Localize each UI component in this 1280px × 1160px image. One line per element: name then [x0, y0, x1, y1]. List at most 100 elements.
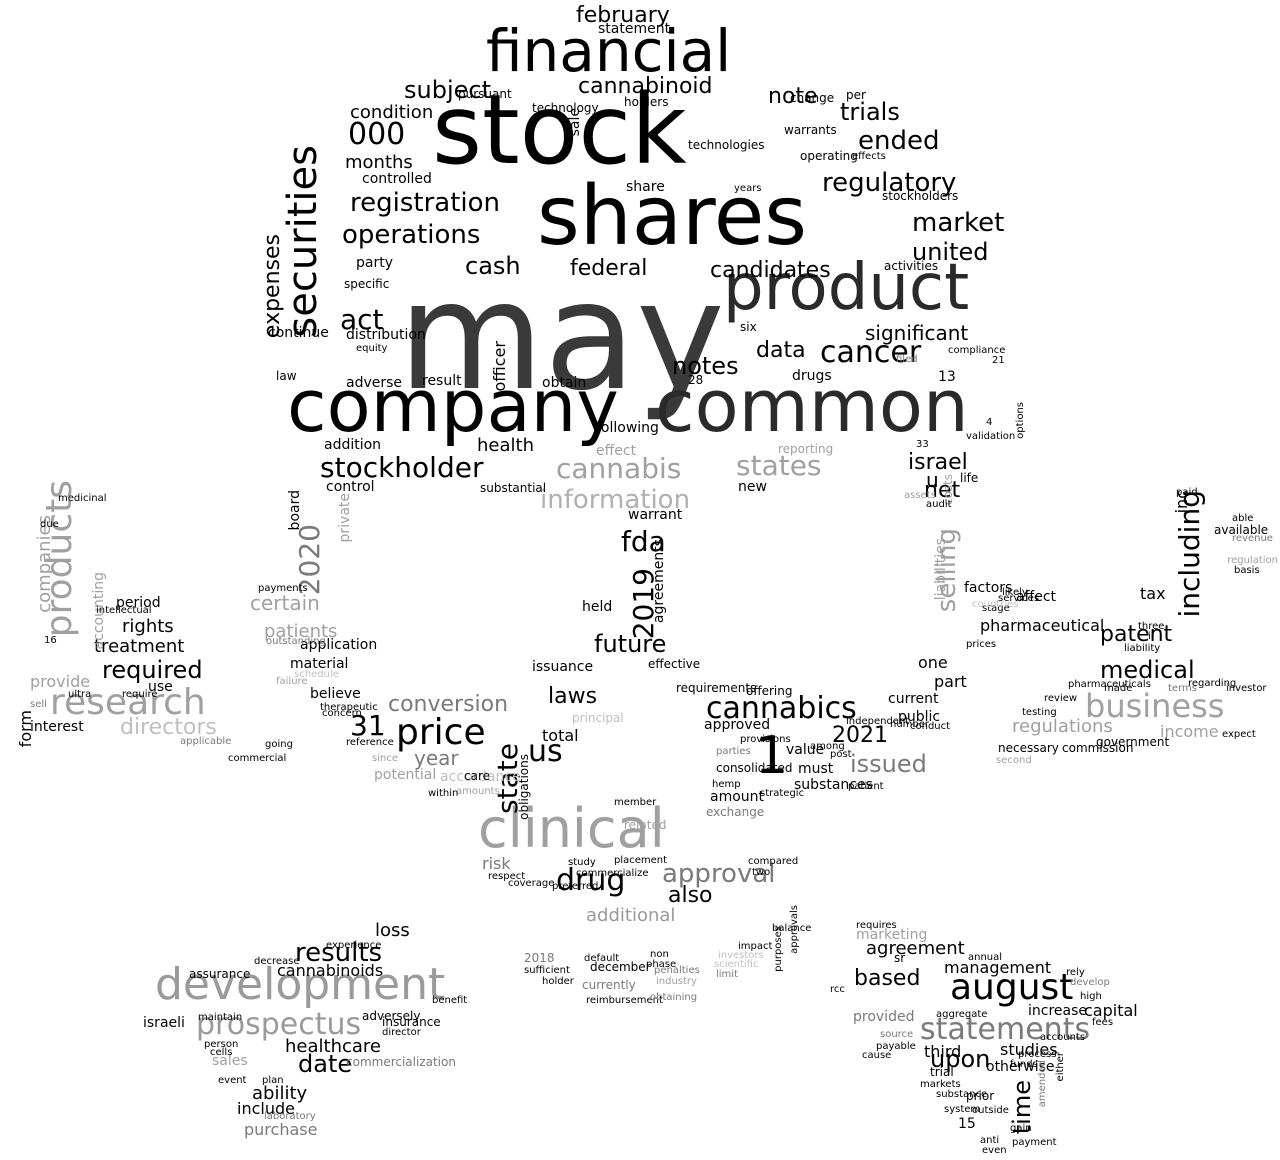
cloud-word: parties [716, 746, 751, 757]
cloud-word: plan [262, 1075, 284, 1086]
cloud-word: scientific [714, 959, 759, 970]
cloud-word: applicable [180, 736, 232, 747]
cloud-word: addition [324, 437, 382, 453]
cloud-word: future [594, 630, 667, 658]
cloud-word: patent [1100, 622, 1173, 647]
cloud-word: may [398, 250, 725, 424]
cloud-word: liabilities [933, 538, 949, 601]
cloud-word: control [326, 479, 375, 495]
cloud-word: balance [772, 923, 812, 934]
cloud-word: person [204, 1039, 239, 1050]
cloud-word: use [148, 679, 173, 695]
cloud-word: 2021 [832, 723, 888, 748]
cloud-word: due [40, 519, 59, 530]
cloud-word: prices [966, 639, 997, 650]
cloud-word: party [356, 255, 393, 271]
cloud-word: healthcare [285, 1036, 381, 1057]
cloud-word: validation [966, 431, 1016, 442]
cloud-word: study [568, 857, 596, 868]
cloud-word: adverse [346, 375, 403, 391]
cloud-word: respect [488, 871, 526, 882]
cloud-word: prospectus [196, 1007, 362, 1042]
cloud-word: conversion [388, 692, 509, 717]
cloud-word: act [340, 303, 384, 336]
cloud-word: price [396, 712, 486, 753]
cloud-word: annual [968, 952, 1003, 963]
cloud-word: provide [30, 672, 91, 691]
cloud-word: tax [1140, 584, 1166, 603]
cloud-word: distribution [346, 327, 426, 343]
cloud-word: consolidated [716, 761, 793, 775]
cloud-word: testing [1022, 707, 1057, 718]
cloud-word: assurance [189, 967, 251, 981]
cloud-word: benefit [432, 995, 468, 1006]
cloud-word: specific [344, 277, 390, 291]
cloud-word: cannabis [556, 452, 682, 485]
cloud-word: cannabinoids [277, 961, 384, 980]
cloud-word: warrant [628, 507, 683, 523]
cloud-word: trials [840, 98, 900, 126]
cloud-word: accounts [1040, 1032, 1086, 1043]
cloud-word: commercialization [346, 1055, 456, 1069]
cloud-word: three [1138, 621, 1165, 632]
cloud-word: prior [966, 1089, 995, 1103]
cloud-word: value [786, 742, 825, 758]
cloud-word: upon [930, 1045, 991, 1073]
cloud-word: based [854, 966, 921, 991]
cloud-word: common [655, 364, 969, 448]
cloud-word: member [614, 797, 657, 808]
cloud-word: following [596, 420, 659, 436]
cloud-word: purchase [244, 1120, 318, 1139]
cloud-word: payments [258, 583, 308, 594]
cloud-word: israel [908, 450, 968, 475]
cloud-word: cannabics [706, 691, 857, 726]
cloud-word: paid [1176, 487, 1198, 498]
cloud-word: increase [1028, 1003, 1088, 1019]
cloud-word: limit [716, 969, 738, 980]
cloud-word: terms [1168, 683, 1197, 694]
cloud-word: expect [1222, 729, 1256, 740]
cloud-word: review [1044, 693, 1078, 704]
cloud-word: able [1232, 513, 1254, 524]
cloud-word: effective [648, 657, 701, 671]
cloud-word: penalties [654, 965, 700, 976]
cloud-word: audit [926, 499, 952, 510]
cloud-word: cancer [820, 335, 922, 370]
cloud-word: stage [982, 603, 1010, 614]
cloud-word: result [422, 373, 462, 389]
cloud-word: issued [850, 750, 927, 778]
cloud-word: stockholders [882, 189, 959, 203]
cloud-word: year [414, 746, 459, 770]
cloud-word: failure [276, 676, 308, 687]
cloud-word: clinical [478, 797, 665, 860]
cloud-word: offering [746, 684, 793, 698]
cloud-word: us [528, 734, 563, 769]
cloud-word: two [752, 867, 771, 878]
cloud-word: patients [264, 621, 338, 642]
cloud-word: reporting [778, 442, 834, 456]
cloud-word: research [50, 682, 206, 723]
cloud-word: commercial [228, 753, 287, 764]
cloud-word: stock [432, 74, 687, 186]
cloud-word: amount [710, 789, 765, 805]
cloud-word: information [540, 485, 691, 515]
cloud-word: 16 [44, 635, 57, 646]
cloud-word: product [723, 251, 970, 325]
cloud-word: require [122, 689, 158, 700]
cloud-word: 31 [350, 709, 386, 742]
cloud-word: experience [326, 940, 382, 951]
cloud-word: studies [1000, 1040, 1058, 1059]
cloud-word: medicinal [58, 493, 107, 504]
cloud-word: market [912, 208, 1005, 238]
cloud-word: health [477, 435, 534, 456]
cloud-word: even [982, 1145, 1007, 1156]
cloud-word: phase [646, 959, 677, 970]
cloud-word: medical [1100, 656, 1195, 684]
cloud-word: february [576, 3, 670, 28]
cloud-word: loss [375, 920, 410, 941]
cloud-word: non [650, 949, 669, 960]
cloud-word: independent [846, 716, 910, 727]
cloud-word: risk [482, 854, 511, 873]
cloud-word: rights [122, 616, 174, 637]
cloud-word: among [810, 741, 845, 752]
